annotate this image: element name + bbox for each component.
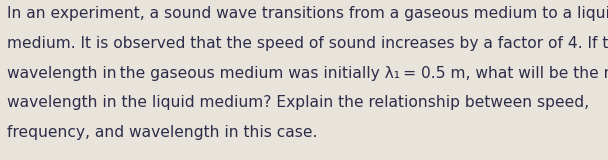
Text: wavelength in the liquid medium? Explain the relationship between speed,: wavelength in the liquid medium? Explain… [7,95,589,110]
Text: wavelength in the gaseous medium was initially λ₁ = 0.5 m, what will be the new: wavelength in the gaseous medium was ini… [7,66,608,81]
Text: medium. It is observed that the speed of sound increases by a factor of 4. If th: medium. It is observed that the speed of… [7,36,608,51]
Text: In an experiment, a sound wave transitions from a gaseous medium to a liquid: In an experiment, a sound wave transitio… [7,6,608,21]
Text: frequency, and wavelength in this case.: frequency, and wavelength in this case. [7,125,317,140]
